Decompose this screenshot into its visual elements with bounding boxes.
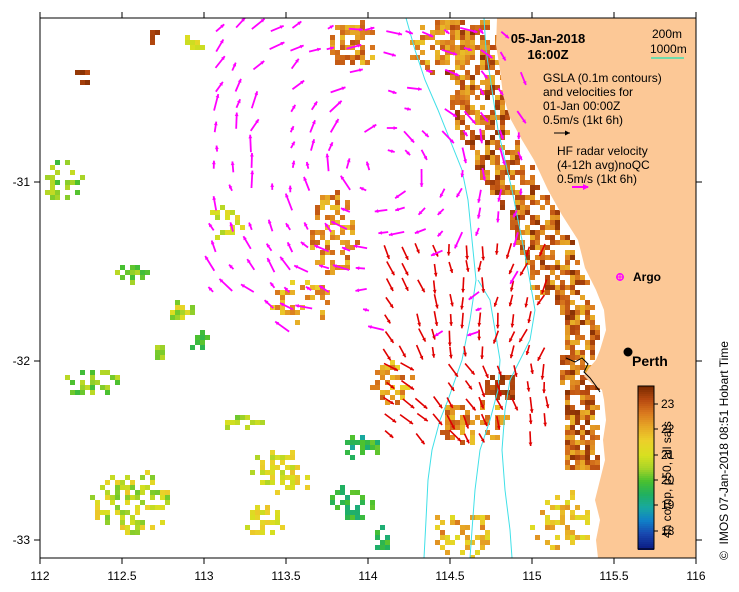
coastline-detail	[565, 357, 601, 393]
map-date: 05-Jan-2018	[511, 31, 585, 46]
gsla-legend-line-4: 0.5m/s (1kt 6h)	[543, 113, 623, 127]
gsla-velocity-arrows	[382, 242, 550, 447]
colorbar-tick-label: 20	[661, 473, 675, 487]
sst-pixel-layer	[45, 20, 600, 558]
depth-legend-1000m: 1000m	[650, 42, 687, 56]
x-tick-label: 115.5	[599, 569, 628, 583]
gsla-legend-line-2: and velocities for	[543, 85, 633, 99]
hf-legend-line-2: (4-12h avg)noQC	[557, 158, 650, 172]
credit-line: © IMOS 07-Jan-2018 08:51 Hobart Time	[717, 341, 731, 560]
colorbar-label: 4h comp, p50, all sats	[660, 421, 674, 538]
x-tick-label: 113	[194, 569, 213, 583]
hf-radar-velocity-arrows	[204, 18, 527, 337]
x-tick-label: 114.5	[435, 569, 464, 583]
x-tick-label: 116	[686, 569, 705, 583]
x-tick-label: 112.5	[107, 569, 136, 583]
argo-float-icon	[616, 273, 624, 281]
isobath-200m	[483, 18, 536, 558]
y-tick-label: -31	[13, 175, 31, 189]
x-tick-label: 112	[30, 569, 49, 583]
colorbar	[637, 385, 655, 550]
argo-label: Argo	[633, 270, 661, 284]
gsla-legend-arrow-icon	[554, 130, 570, 136]
y-tick-label: -33	[13, 533, 31, 547]
hf-legend-line-1: HF radar velocity	[557, 144, 648, 158]
gsla-legend-line-1: GSLA (0.1m contours)	[543, 71, 662, 85]
gsla-legend-line-3: 01-Jan 00:00Z	[543, 99, 620, 113]
y-axis: -31 -32 -33	[13, 175, 702, 547]
y-tick-label: -32	[13, 354, 31, 368]
perth-label: Perth	[632, 353, 668, 369]
credit-text: IMOS 07-Jan-2018 08:51 Hobart Time	[717, 341, 731, 545]
map-time: 16:00Z	[527, 47, 568, 62]
colorbar-tick-label: 18	[661, 524, 675, 538]
depth-legend-200m: 200m	[652, 27, 682, 41]
isobath-1000m-branch	[469, 279, 501, 558]
colorbar-tick-label: 23	[661, 397, 675, 411]
x-tick-label: 113.5	[271, 569, 300, 583]
perth-marker-icon	[623, 347, 633, 357]
hf-legend-line-3: 0.5m/s (1kt 6h)	[557, 172, 637, 186]
colorbar-ticks: 23 22 21 20 19 18	[654, 397, 675, 538]
x-tick-label: 115	[522, 569, 541, 583]
colorbar-tick-label: 22	[661, 422, 675, 436]
x-tick-label: 114	[358, 569, 377, 583]
copyright-icon: ©	[717, 551, 731, 560]
x-axis: 112 112.5 113 113.5 114 114.5 115 115.5 116	[30, 12, 706, 583]
isobath-1000m	[405, 18, 477, 558]
colorbar-tick-label: 19	[661, 498, 675, 512]
hf-legend-arrow-icon	[572, 184, 589, 190]
colorbar-tick-label: 21	[661, 448, 675, 462]
